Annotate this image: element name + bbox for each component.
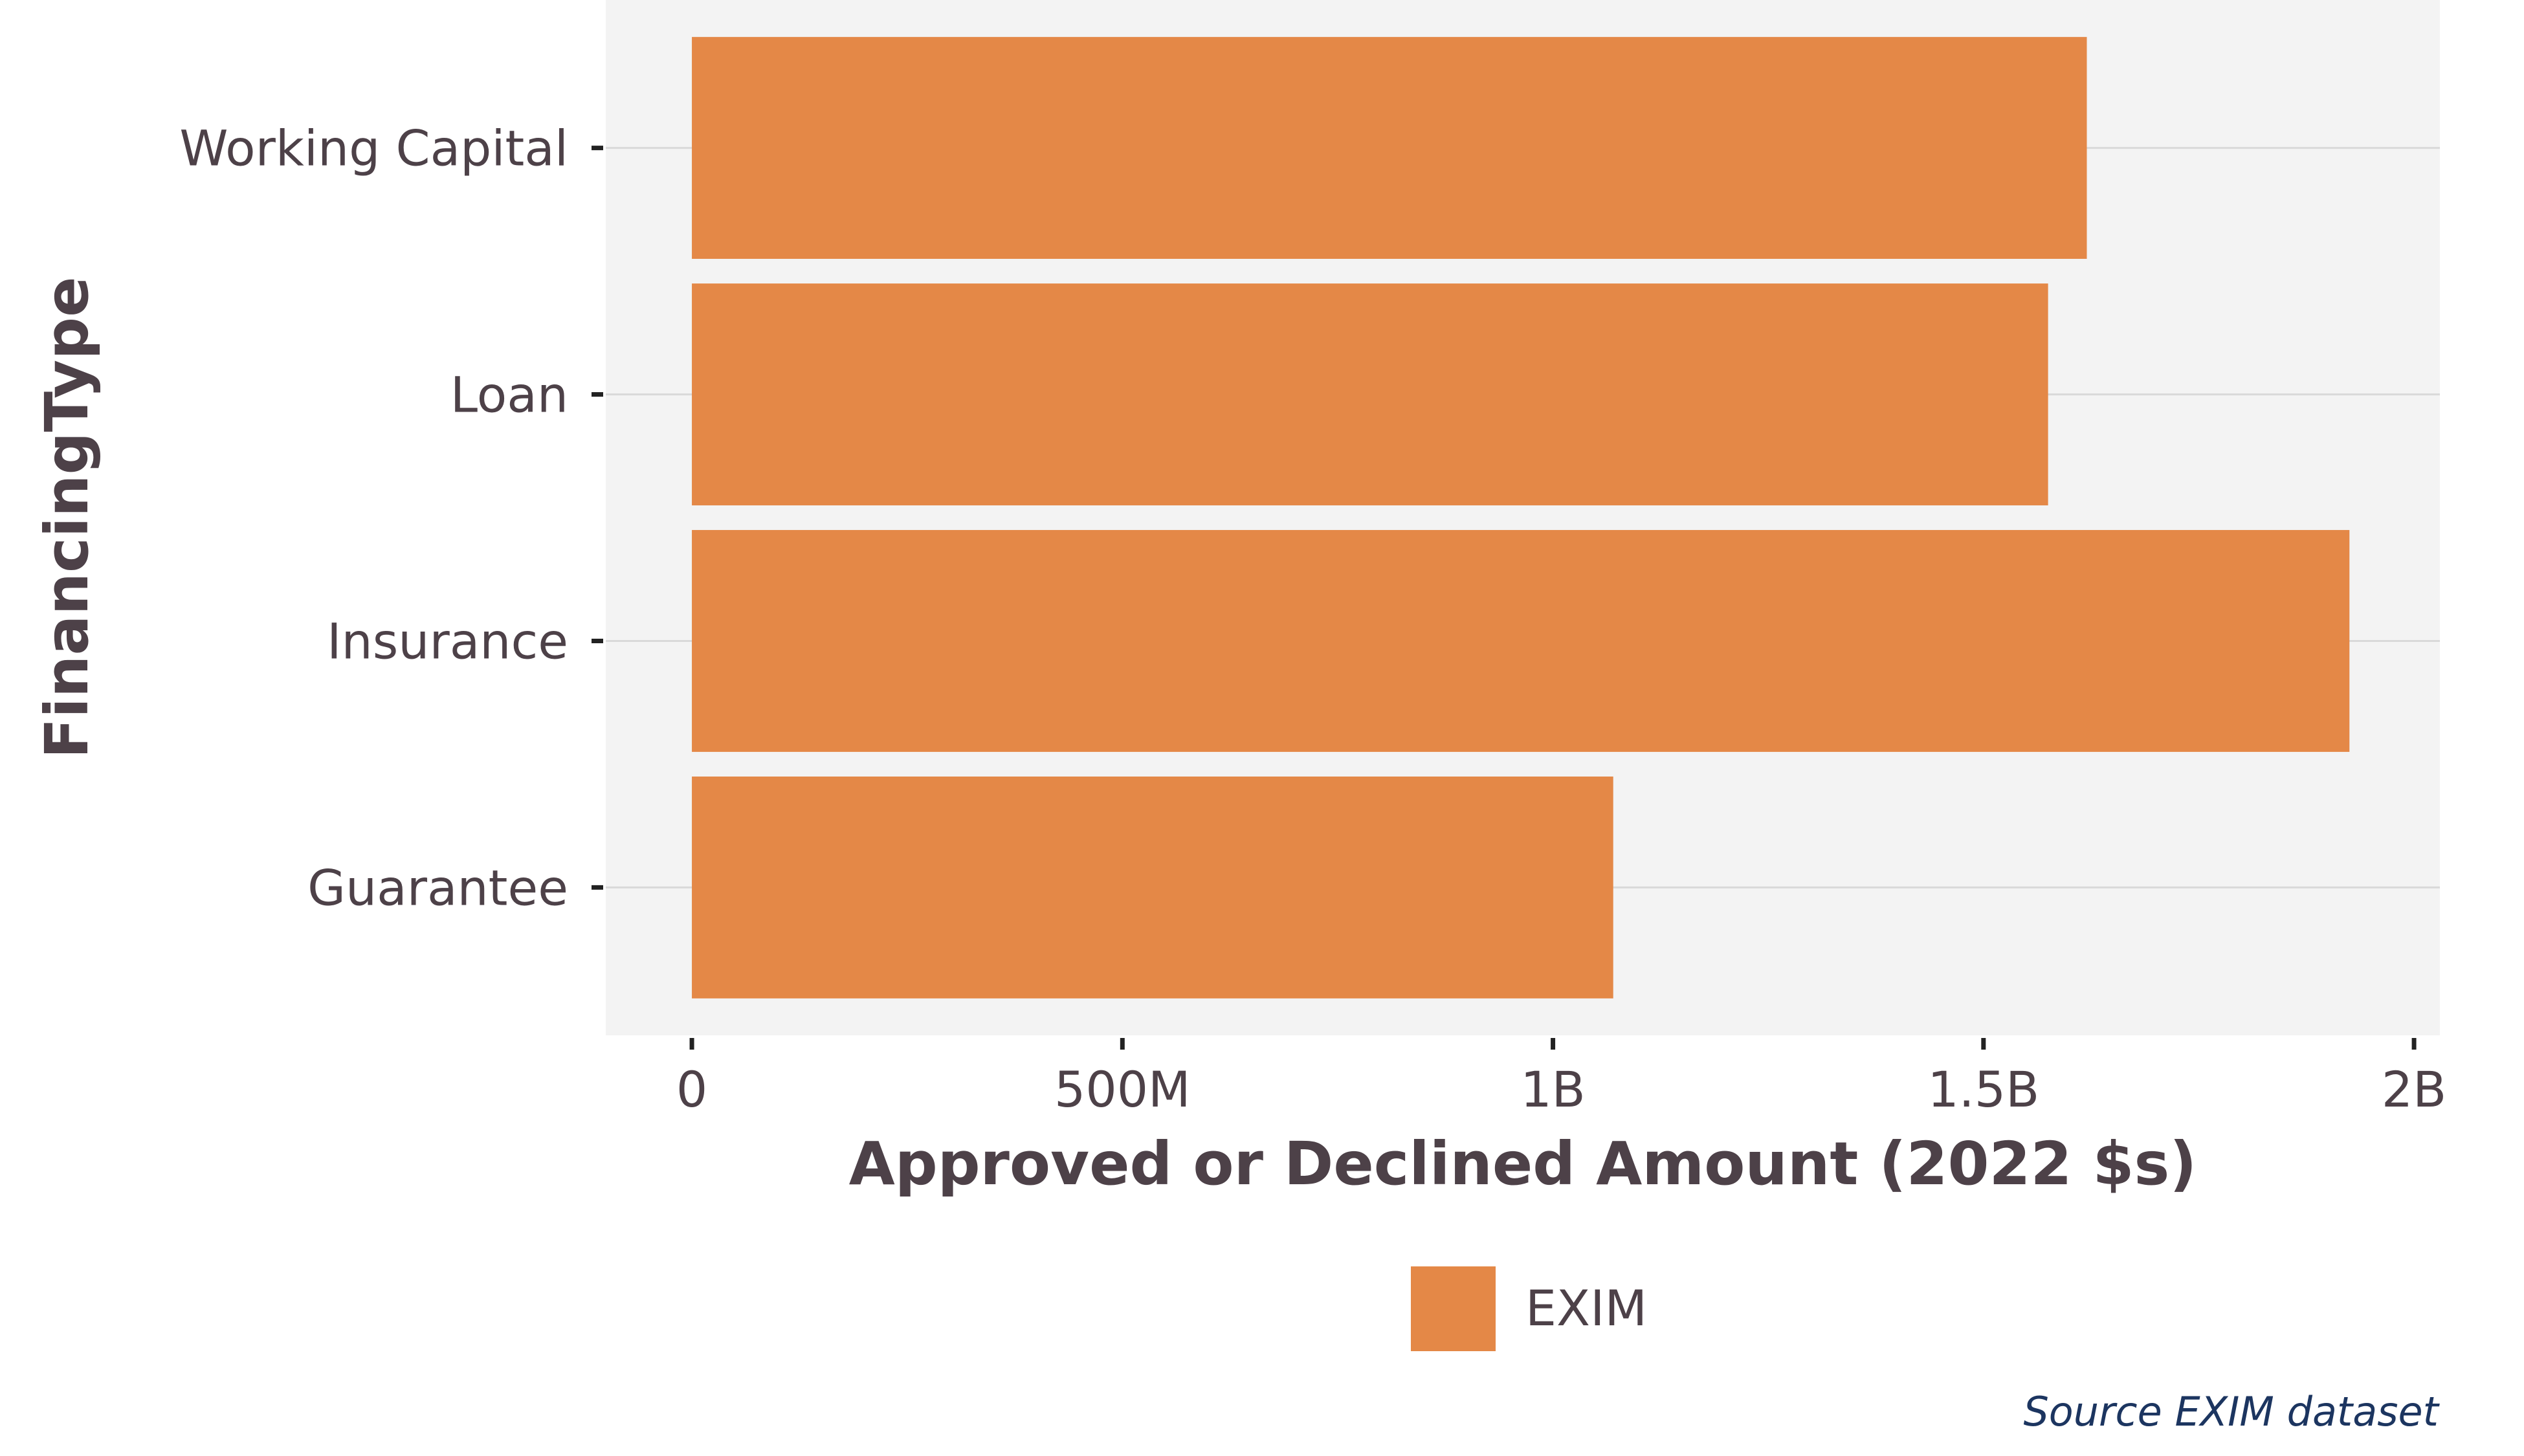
bar-insurance <box>692 530 2350 752</box>
bar-loan <box>692 283 2048 505</box>
legend-swatch-exim <box>1408 1264 1498 1354</box>
y-axis-title: FinancingType <box>32 277 102 759</box>
x-tick-label-2: 1B <box>1520 1061 1586 1118</box>
bars <box>692 37 2350 998</box>
x-tick-label-0: 0 <box>676 1061 707 1118</box>
x-axis-title: Approved or Declined Amount (2022 $s) <box>849 1129 2197 1198</box>
x-axis: 0 500M 1B 1.5B 2B <box>676 1038 2446 1118</box>
y-tick-label-insurance: Insurance <box>327 612 568 670</box>
x-tick-label-1: 500M <box>1054 1061 1191 1118</box>
x-tick-label-3: 1.5B <box>1927 1061 2039 1118</box>
y-tick-label-guarantee: Guarantee <box>307 859 568 916</box>
legend-label-exim: EXIM <box>1525 1279 1647 1337</box>
x-tick-label-4: 2B <box>2382 1061 2447 1118</box>
y-tick-label-loan: Loan <box>450 366 568 424</box>
y-axis: Working Capital Loan Insurance Guarantee <box>179 120 603 916</box>
bar-guarantee <box>692 777 1613 998</box>
y-tick-label-working-capital: Working Capital <box>179 120 568 177</box>
bar-working-capital <box>692 37 2087 259</box>
legend: EXIM <box>1408 1264 1647 1354</box>
caption: Source EXIM dataset <box>2023 1388 2440 1435</box>
